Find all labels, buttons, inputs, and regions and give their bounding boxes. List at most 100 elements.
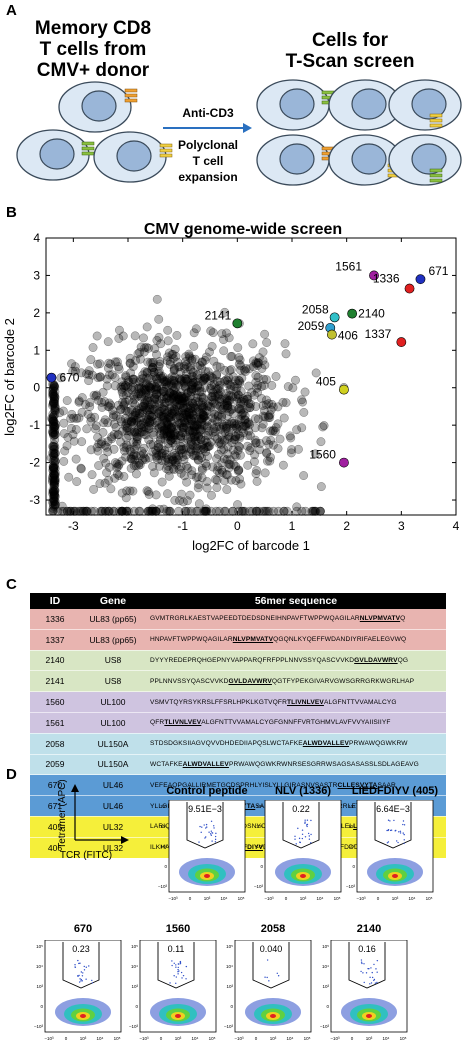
panel-a-left-title: Memory CD8 T cells from CMV+ donor [8, 18, 178, 81]
scatter-point [234, 465, 244, 475]
scatter-point [251, 359, 261, 369]
scatter-point [49, 424, 59, 434]
scatter-point [297, 423, 307, 433]
scatter-point [152, 374, 162, 384]
scatter-point [102, 442, 112, 452]
scatter-point [50, 500, 60, 510]
scatter-point [196, 400, 206, 410]
scatter-point [206, 385, 216, 395]
scatter-point [226, 352, 236, 361]
scatter-point [136, 420, 146, 430]
scatter-point [136, 383, 146, 393]
scatter-point [207, 419, 217, 429]
y-tick: 10⁵ [131, 944, 138, 949]
expanded-cell-1 [256, 79, 335, 131]
scatter-point [190, 421, 200, 431]
scatter-point [150, 344, 160, 354]
scatter-point [316, 437, 326, 447]
x-tick: 10³ [300, 896, 307, 901]
scatter-point [98, 387, 108, 397]
scatter-point [170, 431, 179, 441]
scatter-point [213, 376, 223, 386]
scatter-point [122, 486, 132, 496]
scatter-point [170, 430, 180, 440]
scatter-point [280, 339, 290, 349]
scatter-point [187, 371, 197, 381]
scatter-point [49, 398, 59, 408]
scatter-point [185, 426, 195, 436]
y-tick: −10³ [346, 884, 356, 889]
scatter-point [120, 414, 130, 424]
scatter-point [144, 386, 153, 396]
scatter-point [130, 410, 140, 420]
scatter-point [183, 388, 193, 398]
scatter-point [165, 388, 174, 398]
scatter-point [166, 432, 176, 442]
scatter-point [159, 392, 169, 402]
scatter-point [171, 392, 181, 402]
scatter-point [206, 437, 216, 447]
scatter-point [114, 460, 124, 469]
scatter-point [152, 350, 161, 360]
scatter-point [197, 376, 207, 386]
scatter-point [210, 427, 220, 436]
scatter-point [155, 374, 165, 383]
scatter-point [144, 393, 154, 403]
y-tick: 10³ [160, 844, 167, 849]
scatter-point [177, 422, 187, 432]
scatter-point [139, 449, 148, 459]
scatter-point [188, 450, 198, 460]
scatter-point [152, 394, 162, 404]
highlight-label-2058: 2058 [302, 302, 329, 316]
row-gene: UL83 (pp65) [80, 629, 146, 651]
scatter-point [188, 384, 198, 394]
scatter-point [135, 428, 145, 438]
scatter-point [181, 360, 191, 370]
row-sequence: HNPAVFTWPPWQAGILARNLVPMVATVQGQNLKYQEFFWD… [146, 629, 446, 651]
scatter-point [205, 376, 215, 386]
scatter-point [222, 455, 232, 465]
scatter-point [195, 451, 205, 461]
scatter-point [156, 434, 166, 444]
gate-frequency: 6.64E−3 [376, 804, 410, 814]
scatter-point [293, 444, 303, 454]
scatter-point [225, 460, 235, 470]
y-tick: 10⁴ [322, 964, 329, 969]
scatter-point [159, 405, 168, 414]
y-tick-label: 1 [33, 343, 40, 357]
scatter-point [174, 362, 184, 372]
scatter-point [49, 417, 59, 427]
scatter-point [180, 418, 190, 428]
x-tick: 0 [351, 1036, 354, 1041]
scatter-point [189, 423, 199, 433]
x-tick-label: 1 [289, 519, 296, 533]
gate-frequency: 0.11 [168, 944, 185, 954]
scatter-point [138, 370, 148, 380]
scatter-point [174, 464, 184, 474]
scatter-point [55, 408, 65, 418]
scatter-point [128, 486, 138, 496]
row-sequence: VEFEAQPGALLIRMETGCDSPRHLYISLYLLGIRASNVSA… [146, 774, 446, 797]
scatter-point [93, 446, 103, 456]
scatter-point [69, 436, 79, 446]
scatter-point [198, 375, 208, 385]
scatter-point [166, 422, 176, 432]
scatter-point [235, 399, 245, 409]
scatter-point [242, 394, 252, 404]
scatter-point [251, 469, 261, 479]
scatter-point [206, 402, 216, 412]
scatter-point [122, 406, 132, 416]
scatter-point [217, 430, 227, 440]
scatter-point [142, 342, 151, 352]
scatter-point [201, 373, 210, 383]
scatter-point [50, 485, 60, 495]
scatter-point [119, 472, 129, 481]
scatter-point [149, 358, 158, 367]
scatter-point [129, 444, 139, 454]
scatter-point [48, 465, 58, 475]
scatter-point [125, 426, 135, 436]
x-tick: −10³ [139, 1036, 149, 1041]
scatter-point [138, 401, 148, 411]
scatter-point [165, 388, 175, 398]
